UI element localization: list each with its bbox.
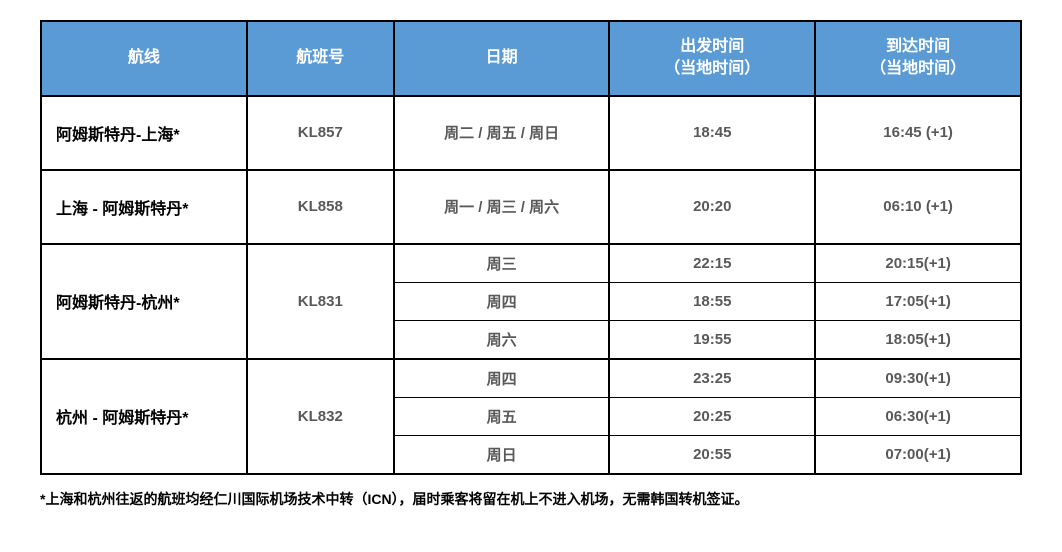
arr-cell: 09:30(+1) [815,359,1021,398]
col-header-1: 航班号 [247,21,394,96]
table-row: 上海 - 阿姆斯特丹*KL858周一 / 周三 / 周六20:2006:10 (… [41,170,1021,244]
flight-number-cell: KL831 [247,244,394,359]
footnote: *上海和杭州往返的航班均经仁川国际机场技术中转（ICN），届时乘客将留在机上不进… [40,489,1022,509]
col-header-0: 航线 [41,21,247,96]
col-header-2: 日期 [394,21,610,96]
arr-cell: 07:00(+1) [815,435,1021,474]
dep-cell: 20:55 [609,435,815,474]
flight-schedule-table: 航线航班号日期出发时间（当地时间）到达时间（当地时间） 阿姆斯特丹-上海*KL8… [40,20,1022,475]
dep-cell: 23:25 [609,359,815,398]
arr-cell: 06:30(+1) [815,397,1021,435]
dep-cell: 20:20 [609,170,815,244]
dep-cell: 18:55 [609,282,815,320]
table-row: 阿姆斯特丹-杭州*KL831周三22:1520:15(+1) [41,244,1021,283]
dep-cell: 20:25 [609,397,815,435]
flight-number-cell: KL857 [247,96,394,170]
route-cell: 阿姆斯特丹-杭州* [41,244,247,359]
dep-cell: 22:15 [609,244,815,283]
route-cell: 阿姆斯特丹-上海* [41,96,247,170]
arr-cell: 18:05(+1) [815,320,1021,359]
arr-cell: 16:45 (+1) [815,96,1021,170]
arr-cell: 20:15(+1) [815,244,1021,283]
date-cell: 周日 [394,435,610,474]
route-cell: 上海 - 阿姆斯特丹* [41,170,247,244]
flight-number-cell: KL858 [247,170,394,244]
route-cell: 杭州 - 阿姆斯特丹* [41,359,247,474]
arr-cell: 06:10 (+1) [815,170,1021,244]
col-header-4: 到达时间（当地时间） [815,21,1021,96]
date-cell: 周六 [394,320,610,359]
col-header-3: 出发时间（当地时间） [609,21,815,96]
date-cell: 周四 [394,282,610,320]
date-cell: 周四 [394,359,610,398]
arr-cell: 17:05(+1) [815,282,1021,320]
date-cell: 周三 [394,244,610,283]
date-cell: 周二 / 周五 / 周日 [394,96,610,170]
dep-cell: 18:45 [609,96,815,170]
date-cell: 周五 [394,397,610,435]
dep-cell: 19:55 [609,320,815,359]
date-cell: 周一 / 周三 / 周六 [394,170,610,244]
table-header-row: 航线航班号日期出发时间（当地时间）到达时间（当地时间） [41,21,1021,96]
table-row: 杭州 - 阿姆斯特丹*KL832周四23:2509:30(+1) [41,359,1021,398]
flight-number-cell: KL832 [247,359,394,474]
table-row: 阿姆斯特丹-上海*KL857周二 / 周五 / 周日18:4516:45 (+1… [41,96,1021,170]
